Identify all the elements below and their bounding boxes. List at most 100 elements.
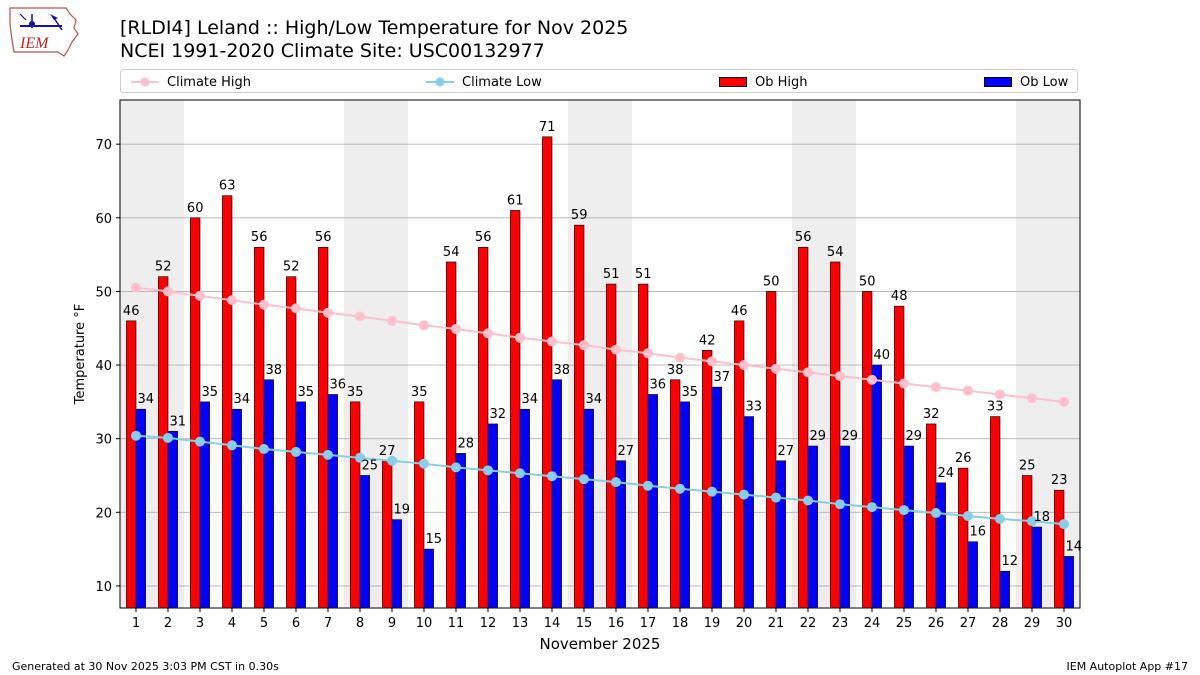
climate-high-point [803, 367, 813, 378]
climate-low-point [483, 465, 493, 476]
climate-low-point [739, 489, 749, 500]
ob-high-bar [670, 379, 681, 609]
ob-low-label: 16 [970, 525, 987, 540]
climate-low-line-icon [426, 77, 454, 87]
ob-high-label: 59 [571, 208, 588, 223]
climate-high-point [323, 307, 333, 318]
ob-high-label: 56 [251, 230, 268, 245]
x-axis-label: November 2025 [540, 635, 661, 653]
x-tick-label: 18 [672, 616, 689, 631]
climate-high-point [835, 371, 845, 382]
ob-low-label: 15 [426, 532, 443, 547]
ob-low-label: 28 [458, 436, 475, 451]
ob-low-bar [647, 394, 658, 609]
climate-high-point [1027, 393, 1037, 404]
ob-high-bar [766, 291, 777, 609]
ob-high-label: 56 [795, 230, 812, 245]
ob-high-label: 25 [1019, 458, 1036, 473]
ob-low-bar [743, 416, 754, 609]
climate-low-point [867, 502, 877, 513]
ob-low-bar [551, 379, 562, 609]
ob-high-label: 71 [539, 120, 556, 135]
legend-label-climate-low: Climate Low [462, 74, 542, 90]
ob-low-bar [391, 519, 402, 609]
chart-legend: Climate High Climate Low Ob High Ob Low [120, 69, 1078, 93]
ob-low-bar [871, 364, 882, 609]
ob-low-bar [199, 401, 210, 609]
climate-high-point [643, 348, 653, 359]
y-tick-label: 40 [95, 359, 112, 374]
ob-high-bar [990, 416, 1001, 609]
ob-high-label: 54 [827, 245, 844, 260]
ob-low-label: 37 [714, 370, 731, 385]
ob-low-label: 38 [266, 363, 283, 378]
ob-low-label: 36 [330, 377, 347, 392]
ob-low-bar [263, 379, 274, 609]
climate-high-point [739, 360, 749, 371]
ob-low-bar [711, 386, 722, 609]
ob-high-bar [350, 401, 361, 609]
legend-item-climate-low: Climate Low [426, 70, 542, 94]
legend-label-ob-low: Ob Low [1020, 74, 1069, 90]
climate-high-point [547, 336, 557, 347]
climate-low-point [515, 468, 525, 479]
ob-high-label: 61 [507, 193, 524, 208]
x-tick-label: 27 [960, 616, 977, 631]
y-tick-label: 20 [95, 506, 112, 521]
ob-high-label: 60 [187, 201, 204, 216]
climate-low-point [451, 462, 461, 473]
climate-low-point [995, 513, 1005, 524]
y-tick-label: 70 [95, 138, 112, 153]
climate-low-point [579, 474, 589, 485]
climate-high-point [1059, 396, 1069, 407]
climate-low-point [643, 480, 653, 491]
x-tick-label: 12 [480, 616, 497, 631]
ob-low-bar [1031, 526, 1042, 609]
x-tick-label: 15 [576, 616, 593, 631]
climate-low-point [1059, 519, 1069, 530]
climate-high-line [135, 286, 1065, 403]
ob-high-bar [894, 305, 905, 609]
x-tick-label: 9 [388, 616, 396, 631]
climate-high-point [163, 286, 173, 297]
ob-low-bar [903, 445, 914, 609]
x-tick-label: 23 [832, 616, 849, 631]
ob-high-label: 33 [987, 400, 1004, 415]
x-tick-label: 6 [292, 616, 300, 631]
x-tick-label: 30 [1056, 616, 1073, 631]
ob-high-bar [1022, 475, 1033, 609]
ob-high-bar [638, 283, 649, 609]
ob-low-label: 18 [1034, 510, 1051, 525]
climate-high-point [387, 315, 397, 326]
ob-high-label: 56 [475, 230, 492, 245]
climate-low-point [291, 446, 301, 457]
ob-high-label: 26 [955, 451, 972, 466]
climate-high-point [707, 356, 717, 367]
chart-subtitle: NCEI 1991-2020 Climate Site: USC00132977 [120, 40, 545, 62]
plot-frame [119, 99, 1081, 609]
ob-high-label: 52 [283, 260, 300, 275]
ob-low-bar [679, 401, 690, 609]
ob-low-bar [967, 541, 978, 609]
ob-low-bar [1063, 556, 1074, 609]
climate-low-point [227, 440, 237, 451]
climate-high-point [259, 299, 269, 310]
ob-high-bar [446, 261, 457, 609]
ob-low-bar [999, 570, 1010, 609]
climate-low-point [323, 449, 333, 460]
ob-high-bar [222, 195, 233, 609]
ob-high-bar [830, 261, 841, 609]
x-tick-label: 1 [132, 616, 140, 631]
ob-low-label: 34 [586, 392, 603, 407]
ob-high-label: 35 [347, 385, 364, 400]
ob-low-bar [231, 408, 242, 609]
ob-high-swatch-icon [719, 77, 747, 87]
ob-high-label: 46 [731, 304, 748, 319]
ob-low-bar [423, 548, 434, 609]
ob-high-bar [606, 283, 617, 609]
ob-low-label: 35 [202, 385, 219, 400]
iowa-outline-shape [9, 7, 79, 57]
ob-high-label: 52 [155, 260, 172, 275]
chart-title: [RLDI4] Leland :: High/Low Temperature f… [120, 17, 629, 39]
ob-low-bar [935, 482, 946, 609]
